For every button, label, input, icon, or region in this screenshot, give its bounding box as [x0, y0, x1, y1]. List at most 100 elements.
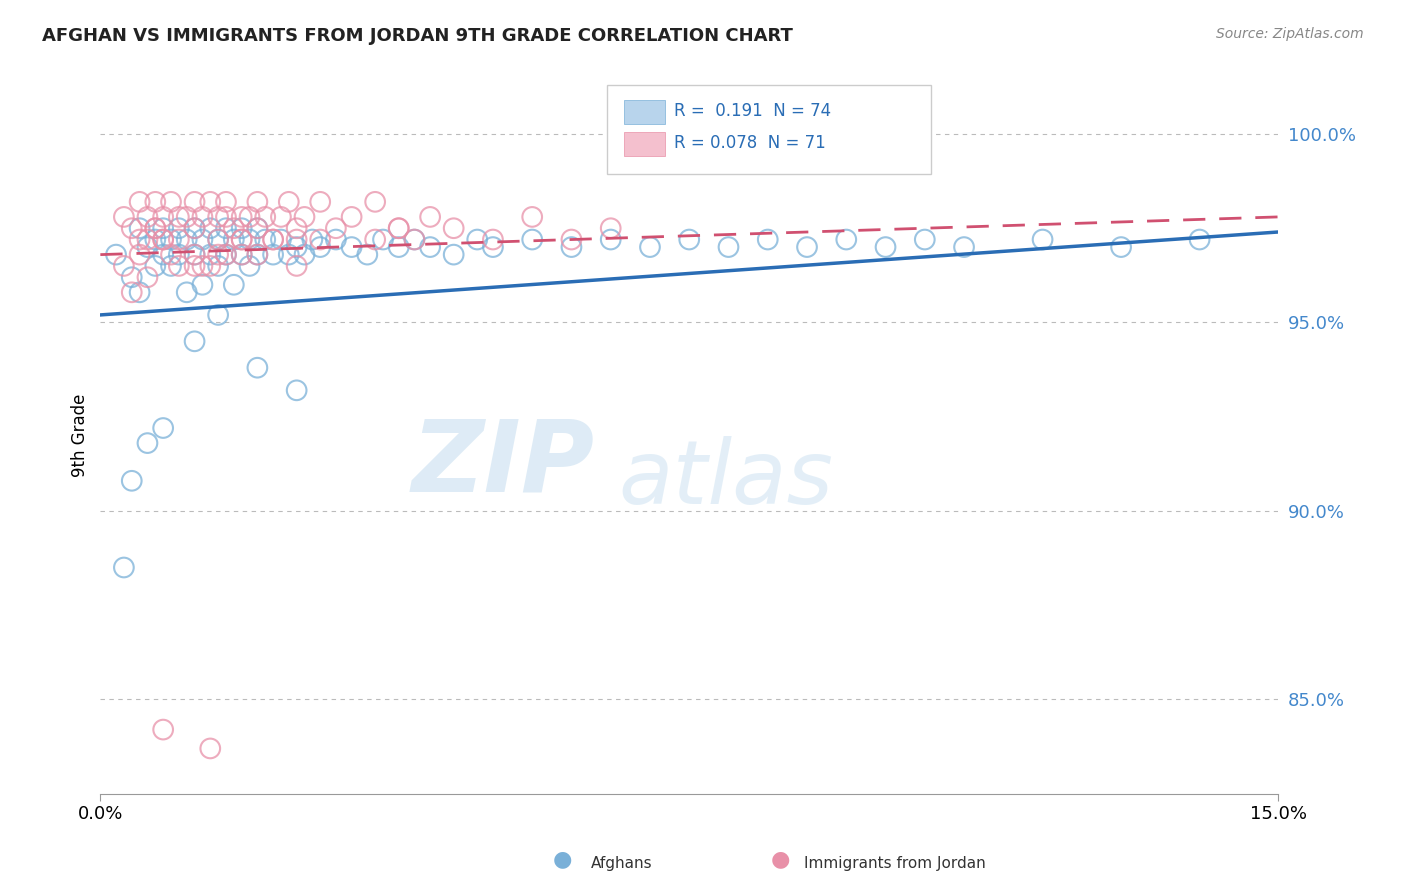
Text: R =  0.191  N = 74: R = 0.191 N = 74 [673, 102, 831, 120]
Point [246, 247, 269, 261]
Point [419, 240, 441, 254]
Point [183, 334, 205, 349]
Point [143, 259, 166, 273]
Point [191, 210, 214, 224]
Point [238, 210, 260, 224]
Point [262, 233, 284, 247]
Point [599, 221, 621, 235]
Text: AFGHAN VS IMMIGRANTS FROM JORDAN 9TH GRADE CORRELATION CHART: AFGHAN VS IMMIGRANTS FROM JORDAN 9TH GRA… [42, 27, 793, 45]
Point [522, 210, 544, 224]
Point [200, 741, 222, 756]
Point [183, 194, 205, 209]
Text: ●: ● [770, 850, 790, 870]
Point [285, 384, 308, 398]
Point [112, 560, 135, 574]
Point [309, 233, 332, 247]
Point [277, 247, 299, 261]
Point [294, 210, 316, 224]
Point [128, 285, 150, 300]
Point [875, 240, 897, 254]
Point [160, 247, 183, 261]
Point [215, 247, 238, 261]
Point [183, 221, 205, 235]
Text: Afghans: Afghans [591, 856, 652, 871]
Point [136, 210, 159, 224]
Point [285, 259, 308, 273]
Point [638, 240, 661, 254]
Point [152, 247, 174, 261]
Point [238, 259, 260, 273]
Point [254, 210, 277, 224]
Point [167, 233, 190, 247]
Point [309, 194, 332, 209]
Point [356, 247, 378, 261]
Point [200, 259, 222, 273]
Point [215, 210, 238, 224]
Point [176, 210, 198, 224]
Point [953, 240, 976, 254]
Point [246, 194, 269, 209]
Point [294, 247, 316, 261]
Point [143, 233, 166, 247]
Point [152, 233, 174, 247]
Point [121, 285, 143, 300]
Point [388, 240, 411, 254]
Point [371, 233, 394, 247]
Point [231, 233, 253, 247]
Point [756, 233, 779, 247]
Point [246, 247, 269, 261]
Point [191, 233, 214, 247]
Point [200, 247, 222, 261]
Point [136, 436, 159, 450]
Point [128, 221, 150, 235]
Point [277, 194, 299, 209]
Point [388, 221, 411, 235]
Point [167, 259, 190, 273]
Point [238, 233, 260, 247]
Point [152, 221, 174, 235]
Point [465, 233, 488, 247]
Point [112, 259, 135, 273]
Point [128, 247, 150, 261]
Point [207, 210, 229, 224]
Point [128, 233, 150, 247]
Point [796, 240, 818, 254]
Point [222, 233, 245, 247]
Point [183, 247, 205, 261]
Point [176, 233, 198, 247]
Point [200, 194, 222, 209]
Point [285, 221, 308, 235]
Point [482, 233, 505, 247]
Point [183, 259, 205, 273]
Point [160, 233, 183, 247]
Point [340, 240, 363, 254]
Point [143, 221, 166, 235]
Point [167, 247, 190, 261]
Text: atlas: atlas [619, 435, 834, 522]
Point [222, 277, 245, 292]
Point [160, 194, 183, 209]
Point [152, 421, 174, 435]
Point [270, 233, 292, 247]
Point [105, 247, 128, 261]
Point [246, 360, 269, 375]
Point [388, 221, 411, 235]
Point [191, 259, 214, 273]
Point [270, 210, 292, 224]
Point [262, 233, 284, 247]
Point [1188, 233, 1211, 247]
Point [207, 259, 229, 273]
Text: Source: ZipAtlas.com: Source: ZipAtlas.com [1216, 27, 1364, 41]
Point [207, 247, 229, 261]
Point [309, 240, 332, 254]
Point [678, 233, 700, 247]
Point [207, 233, 229, 247]
Point [482, 240, 505, 254]
Point [207, 308, 229, 322]
Point [443, 247, 465, 261]
Point [136, 270, 159, 285]
Point [254, 233, 277, 247]
Text: Immigrants from Jordan: Immigrants from Jordan [804, 856, 986, 871]
Point [128, 194, 150, 209]
Point [301, 233, 323, 247]
